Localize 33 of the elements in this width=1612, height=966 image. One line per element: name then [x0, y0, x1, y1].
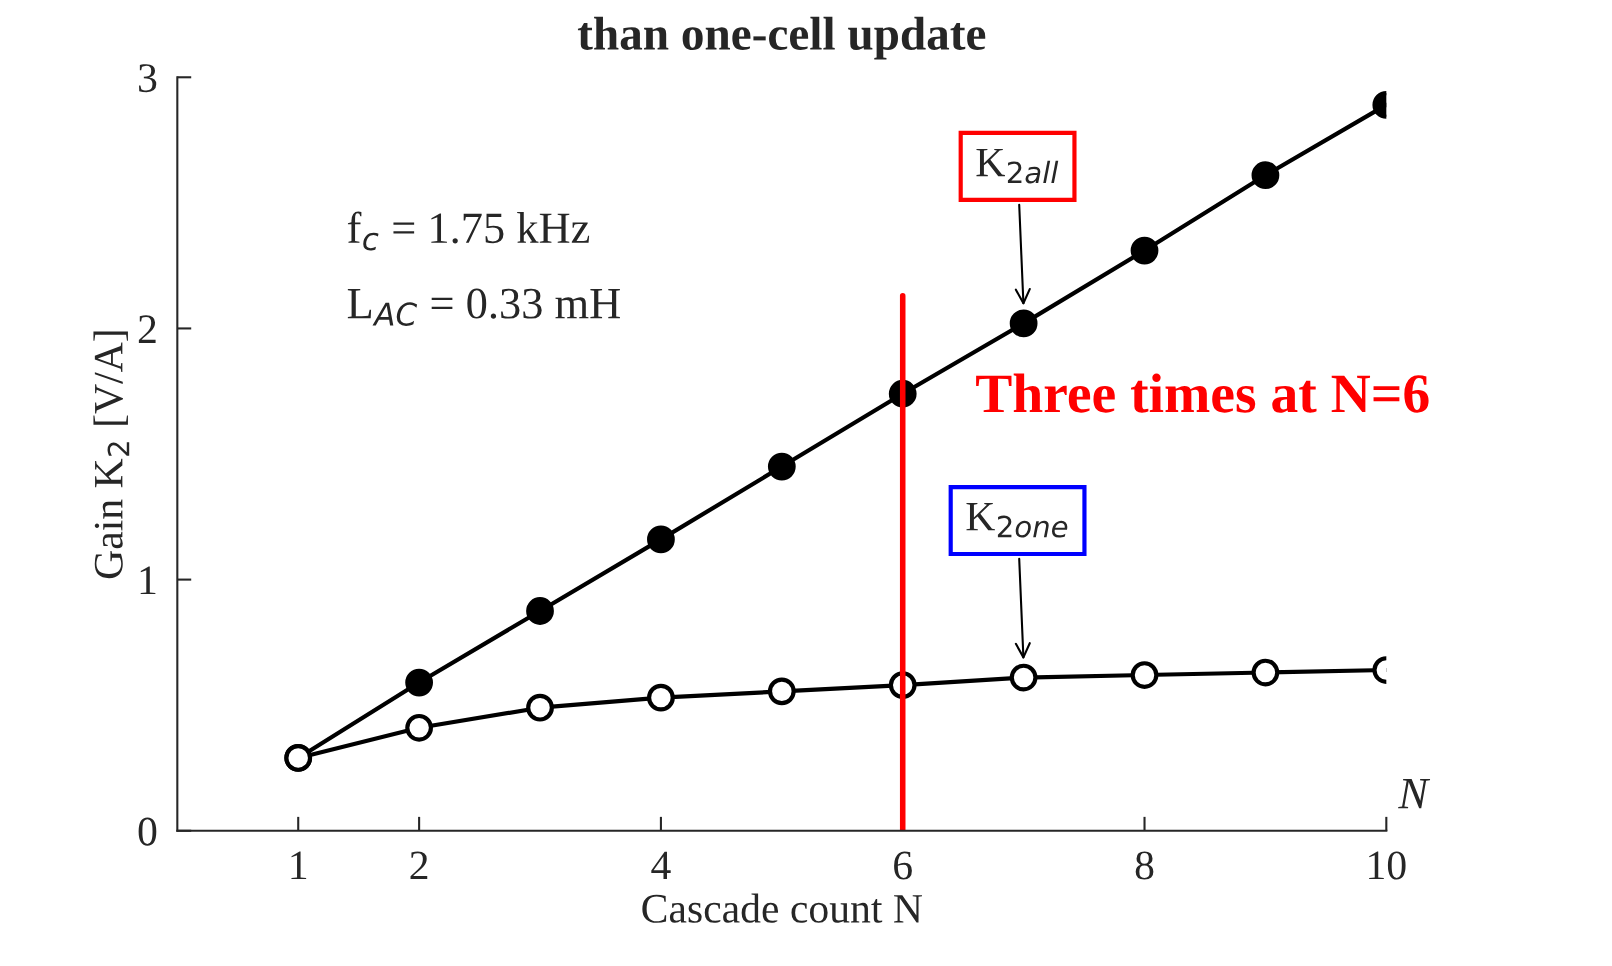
- point: [405, 668, 434, 697]
- text: K$_{2all}$: [976, 148, 1059, 184]
- x-tick-label: 1: [291, 851, 307, 880]
- point: [1251, 658, 1280, 687]
- point: [767, 677, 796, 706]
- text: K$_{2one}$: [966, 503, 1068, 538]
- ref-line-label: Three times at N=6: [976, 373, 1429, 413]
- chart-title: than one-cell update: [577, 16, 986, 60]
- y-tick-label: 2: [138, 315, 156, 343]
- x-tick-label: 6: [894, 851, 912, 880]
- x-axis-title: Cascade count N: [642, 893, 923, 923]
- point: [1009, 309, 1038, 338]
- point: [647, 683, 675, 712]
- x-tick-label: 4: [651, 851, 671, 880]
- text: N: [1398, 779, 1431, 809]
- x-tick-label: 10: [1369, 851, 1406, 880]
- point: [1009, 663, 1038, 692]
- point: [1130, 236, 1159, 265]
- annotation: f$_{c}$ = 1.75 kHz: [347, 211, 590, 251]
- annotation: L$_{AC}$ = 0.33 mH: [347, 288, 620, 326]
- x-tick-label: 2: [410, 851, 428, 880]
- y-axis-title: Gain K$_{2}$ [V/A]: [93, 331, 130, 579]
- point: [526, 597, 554, 625]
- point: [1251, 161, 1280, 190]
- y-tick-label: 1: [140, 566, 156, 595]
- point: [647, 525, 675, 554]
- point: [767, 452, 796, 481]
- point: [526, 693, 554, 722]
- point: [405, 713, 434, 742]
- point: [1130, 661, 1159, 689]
- y-tick-label: 0: [138, 817, 157, 846]
- y-tick-label: 3: [139, 64, 157, 93]
- x-tick-label: 8: [1135, 851, 1154, 880]
